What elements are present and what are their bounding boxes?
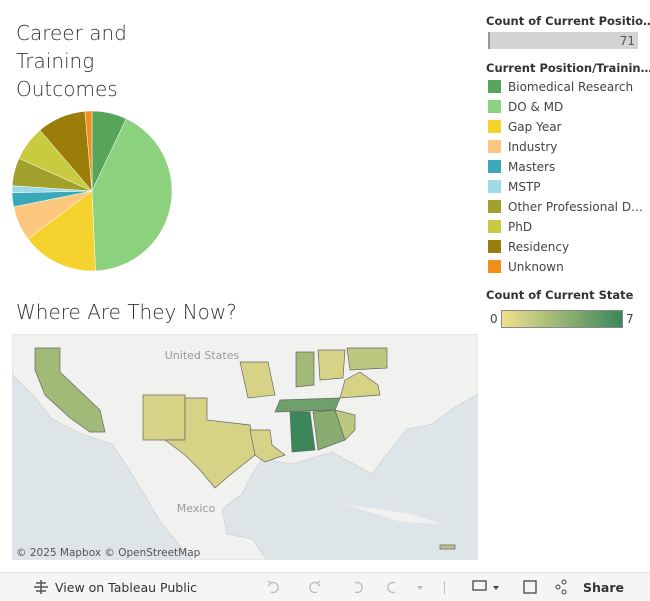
pie-slice (91, 118, 173, 272)
legend-label: Unknown (508, 260, 564, 274)
state (239, 361, 276, 399)
legend-item: Gap Year (488, 120, 643, 140)
count-bar-start (488, 32, 490, 49)
legend-item: Unknown (488, 260, 643, 280)
legend-item: Masters (488, 160, 643, 180)
history-icons (267, 580, 445, 594)
state (334, 409, 356, 441)
map-label: Mexico (177, 502, 216, 515)
legend-label: PhD (508, 220, 533, 234)
legend-item: Residency (488, 240, 643, 260)
state (346, 347, 388, 371)
island (342, 504, 442, 524)
map-label: United States (165, 349, 240, 362)
map-legend-max: 7 (626, 312, 634, 326)
count-value: 71 (619, 34, 635, 48)
pie-slice (27, 190, 96, 272)
legend-swatch (488, 180, 501, 193)
map-legend-title: Count of Current State (486, 288, 634, 302)
map-attribution: © 2025 Mapbox © OpenStreetMap (16, 547, 201, 559)
state (274, 397, 341, 413)
legend-item: PhD (488, 220, 643, 240)
count-legend-title: Count of Current Positio… (486, 14, 650, 28)
legend-swatch (488, 160, 501, 173)
legend-item: DO & MD (488, 100, 643, 120)
legend-label: Biomedical Research (508, 80, 634, 94)
map-title: Where Are They Now? (16, 300, 237, 324)
legend-label: DO & MD (508, 100, 564, 114)
legend-swatch (488, 120, 501, 133)
legend-swatch (488, 200, 501, 213)
view-on-tableau[interactable]: View on Tableau Public (55, 580, 198, 595)
map: United States Mexico © 2025 Mapbox © Ope… (12, 334, 478, 560)
legend-item: MSTP (488, 180, 643, 200)
state (295, 351, 315, 388)
legend-swatch (488, 240, 501, 253)
legend-label: Gap Year (508, 120, 562, 134)
count-bar (488, 32, 638, 49)
legend-swatch (488, 100, 501, 113)
share[interactable]: Share (583, 580, 624, 595)
legend-label: Other Professional D… (508, 200, 644, 214)
legend-label: Masters (508, 160, 556, 174)
legend-swatch (488, 80, 501, 93)
legend-item: Biomedical Research (488, 80, 643, 100)
legend-swatch (488, 140, 501, 153)
legend-item: Industry (488, 140, 643, 160)
state (163, 397, 256, 489)
legend-swatch (488, 260, 501, 273)
pie-legend-title: Current Position/Trainin… (486, 61, 650, 75)
action-icons[interactable] (470, 578, 610, 596)
legend-label: Residency (508, 240, 570, 254)
pie-title: Career and Training Outcomes (16, 21, 127, 101)
state (34, 347, 106, 433)
legend-item: Other Professional D… (488, 200, 643, 220)
state (249, 429, 286, 463)
state (439, 544, 456, 550)
pie-slice (84, 110, 93, 192)
legend-swatch (488, 220, 501, 233)
map-legend-gradient (501, 310, 623, 328)
state (142, 394, 186, 441)
toolbar: View on Tableau Public Share (0, 572, 650, 601)
map-legend-min: 0 (490, 312, 498, 326)
state (289, 411, 316, 453)
legend-label: Industry (508, 140, 558, 154)
tableau-icon (34, 580, 48, 594)
state (339, 371, 381, 399)
state (317, 349, 346, 381)
pie-legend: Biomedical Research DO & MD Gap Year Indust… (488, 80, 643, 280)
pie-chart (11, 110, 173, 272)
legend-label: MSTP (508, 180, 541, 194)
